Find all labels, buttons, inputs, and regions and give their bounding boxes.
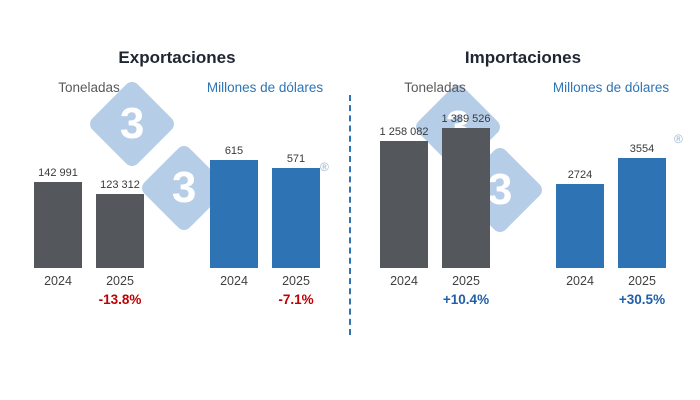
bar-2024 — [556, 184, 604, 268]
bar-2024 — [34, 182, 82, 268]
bar-plot: 142 991 123 312 — [34, 103, 144, 268]
group-subtitle: Millones de dólares — [206, 80, 324, 95]
change-label: +10.4% — [442, 292, 490, 307]
bar-2025 — [442, 128, 490, 268]
group-subtitle: Toneladas — [404, 80, 466, 95]
bar-2025 — [272, 168, 320, 268]
group-subtitle: Millones de dólares — [552, 80, 670, 95]
bar-2025 — [96, 194, 144, 268]
bar-plot: 1 258 082 1 389 526 — [380, 103, 490, 268]
axis-labels: 2024 2025 — [556, 274, 666, 288]
bar-column: 615 — [210, 145, 258, 268]
year-label: 2024 — [390, 274, 418, 288]
year-label: 2025 — [106, 274, 134, 288]
bar-2025 — [618, 158, 666, 268]
axis-labels: 2024 2025 — [210, 274, 320, 288]
bar-column: 123 312 — [96, 179, 144, 268]
chart-group-export-dolares: Millones de dólares 615 571 2024 2025 — [206, 79, 324, 307]
change-row: -7.1% — [210, 292, 320, 307]
change-label: -7.1% — [278, 292, 314, 307]
bar-2024 — [210, 160, 258, 268]
year-label: 2025 — [452, 274, 480, 288]
bar-value-label: 3554 — [629, 143, 655, 155]
axis-labels: 2024 2025 — [34, 274, 144, 288]
registered-mark: ® — [674, 132, 683, 146]
groups-row: Toneladas 1 258 082 1 389 526 2024 2025 — [358, 79, 688, 307]
groups-row: Toneladas 142 991 123 312 2024 2025 — [12, 79, 342, 307]
bar-value-label: 571 — [286, 153, 306, 165]
bar-value-label: 1 258 082 — [379, 126, 429, 138]
registered-mark: ® — [320, 160, 329, 174]
chart-group-export-toneladas: Toneladas 142 991 123 312 2024 2025 — [34, 79, 144, 307]
bar-plot: 2724 3554 — [556, 103, 666, 268]
bar-plot: 615 571 — [210, 103, 320, 268]
panel-title: Exportaciones — [118, 48, 236, 67]
change-row: +30.5% — [556, 292, 666, 307]
bar-column: 571 — [272, 153, 320, 268]
year-label: 2024 — [44, 274, 72, 288]
panel-importaciones: Importaciones Toneladas 1 258 082 1 389 … — [358, 45, 688, 307]
bar-column: 3554 — [618, 143, 666, 268]
bar-column: 1 258 082 — [380, 126, 428, 268]
year-label: 2025 — [628, 274, 656, 288]
year-label: 2024 — [566, 274, 594, 288]
bar-column: 142 991 — [34, 167, 82, 268]
bar-column: 1 389 526 — [442, 113, 490, 268]
change-row: +10.4% — [380, 292, 490, 307]
bar-value-label: 2724 — [567, 169, 593, 181]
bar-value-label: 123 312 — [100, 179, 140, 191]
group-subtitle: Toneladas — [58, 80, 120, 95]
chart-group-import-dolares: Millones de dólares 2724 3554 2024 2025 — [552, 79, 670, 307]
panel-divider — [349, 95, 351, 335]
axis-labels: 2024 2025 — [380, 274, 490, 288]
panel-title: Importaciones — [464, 48, 582, 67]
bar-2024 — [380, 141, 428, 268]
bar-value-label: 615 — [224, 145, 244, 157]
panel-exportaciones: Exportaciones Toneladas 142 991 123 312 … — [12, 45, 342, 307]
year-label: 2024 — [220, 274, 248, 288]
bar-value-label: 142 991 — [38, 167, 78, 179]
change-label: +30.5% — [618, 292, 666, 307]
change-row: -13.8% — [34, 292, 144, 307]
bar-column: 2724 — [556, 169, 604, 268]
year-label: 2025 — [282, 274, 310, 288]
bar-value-label: 1 389 526 — [441, 113, 491, 125]
chart-group-import-toneladas: Toneladas 1 258 082 1 389 526 2024 2025 — [380, 79, 491, 307]
change-label: -13.8% — [98, 292, 142, 307]
